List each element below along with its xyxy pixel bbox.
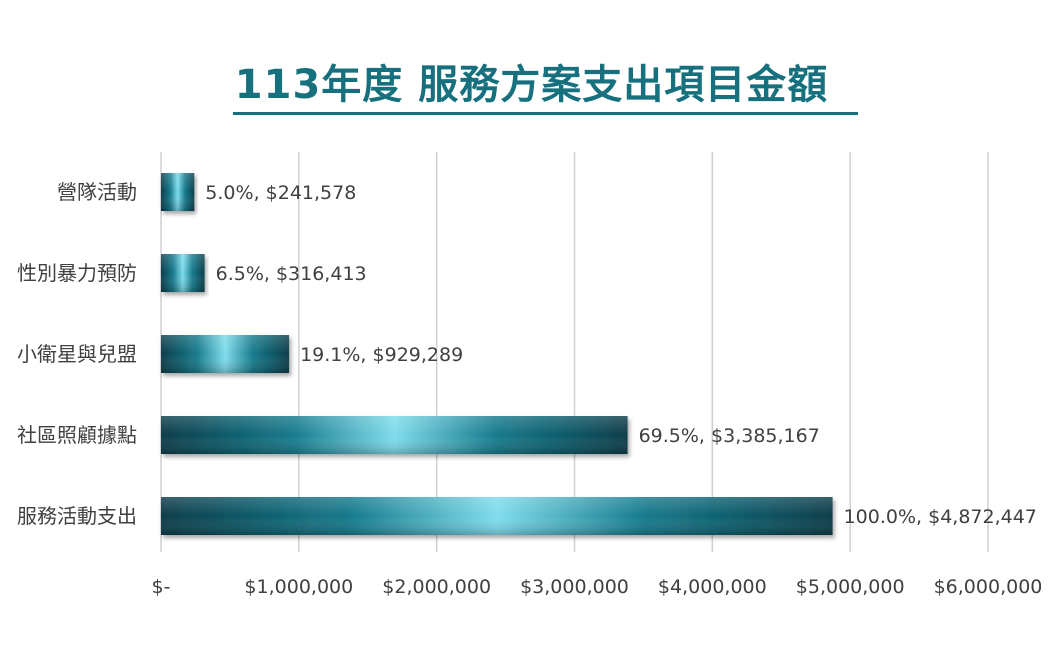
category-label: 性別暴力預防 bbox=[17, 261, 137, 285]
title-underline bbox=[233, 112, 858, 115]
data-label: 69.5%, $3,385,167 bbox=[639, 425, 820, 447]
x-tick-label: $3,000,000 bbox=[520, 576, 629, 598]
x-tick-label: $2,000,000 bbox=[382, 576, 491, 598]
category-label: 小衛星與兒盟 bbox=[17, 342, 137, 366]
x-tick-label: $4,000,000 bbox=[658, 576, 767, 598]
data-label: 19.1%, $929,289 bbox=[300, 344, 463, 366]
x-tick-label: $5,000,000 bbox=[796, 576, 905, 598]
data-label: 5.0%, $241,578 bbox=[205, 182, 356, 204]
x-tick-label: $- bbox=[152, 576, 171, 598]
data-label: 100.0%, $4,872,447 bbox=[844, 506, 1037, 528]
category-label: 社區照顧據點 bbox=[17, 423, 137, 447]
bar-shading bbox=[161, 416, 628, 454]
chart-title: 113年度 服務方案支出項目金額 bbox=[234, 62, 829, 108]
data-label: 6.5%, $316,413 bbox=[216, 263, 367, 285]
bar-shading bbox=[161, 254, 205, 292]
bar-shading bbox=[161, 497, 833, 535]
x-tick-label: $6,000,000 bbox=[934, 576, 1043, 598]
bar-shading bbox=[161, 335, 290, 373]
category-label: 營隊活動 bbox=[57, 180, 137, 204]
bar-shading bbox=[161, 173, 195, 211]
category-label: 服務活動支出 bbox=[17, 504, 137, 528]
x-tick-label: $1,000,000 bbox=[244, 576, 353, 598]
